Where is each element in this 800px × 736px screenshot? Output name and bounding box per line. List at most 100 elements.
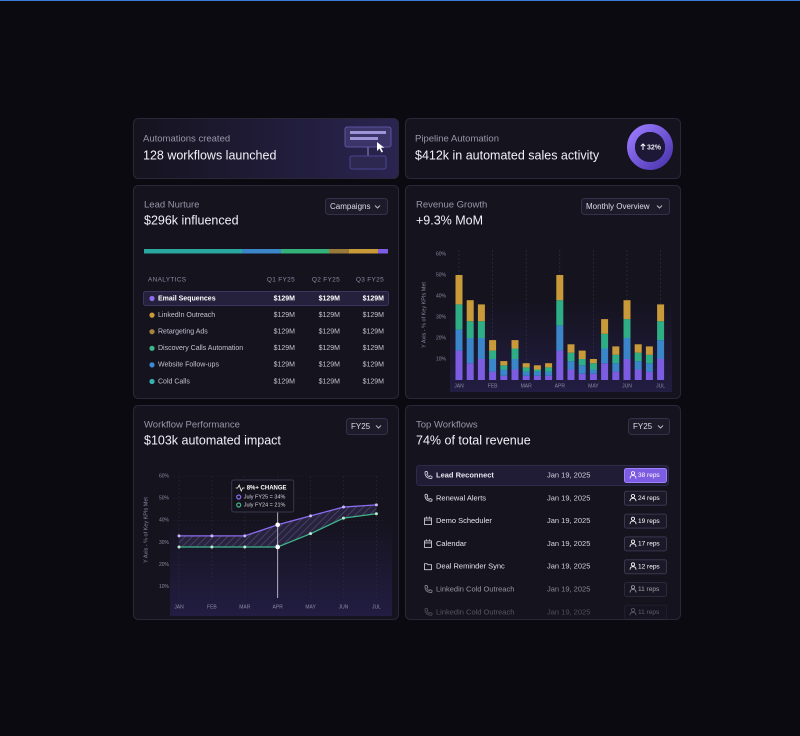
hover-point xyxy=(275,522,281,528)
row-value: $129M xyxy=(319,329,341,336)
bar-segment xyxy=(556,350,564,380)
y-tick-label: 30% xyxy=(436,314,447,320)
bar-segment xyxy=(578,359,586,366)
point xyxy=(210,545,214,549)
bar-segment xyxy=(545,367,553,372)
row-icon xyxy=(424,563,432,571)
bar-segment xyxy=(500,369,508,376)
row-value: $129M xyxy=(319,362,341,369)
person-icon xyxy=(629,471,637,479)
row-value: $129M xyxy=(363,329,385,336)
row-icon xyxy=(424,516,432,526)
workflow-name: Deal Reminder Sync xyxy=(436,562,505,571)
workflow-row[interactable]: Calendar Jan 19, 2025 17 reps xyxy=(424,536,667,552)
bar-segment xyxy=(489,371,497,380)
dropdown[interactable] xyxy=(628,418,670,435)
dropdown-label[interactable]: FY25 xyxy=(633,422,653,431)
reps-badge xyxy=(624,513,667,529)
bar-segment xyxy=(466,300,474,322)
bar-segment xyxy=(511,348,519,359)
point xyxy=(374,512,378,516)
x-tick-label: JAN xyxy=(454,383,464,389)
bar-segment xyxy=(533,365,541,370)
dropdown-label[interactable]: Campaigns xyxy=(330,202,370,211)
bar-segment xyxy=(601,348,609,364)
table-header: Q1 FY25 xyxy=(267,277,295,284)
legend-dot xyxy=(149,378,155,385)
workflow-name: Calendar xyxy=(436,539,467,548)
bar-segment xyxy=(612,363,620,372)
workflow-row[interactable]: Renewal Alerts Jan 19, 2025 24 reps xyxy=(424,490,667,506)
row-value: $129M xyxy=(319,378,341,385)
bar-segment xyxy=(489,340,497,351)
row-icon xyxy=(424,471,433,479)
y-tick-label: 40% xyxy=(436,293,447,299)
card xyxy=(405,405,681,620)
workflow-row[interactable]: Lead Reconnect Jan 19, 2025 38 reps xyxy=(424,468,667,483)
reps-badge xyxy=(624,468,667,483)
illustration xyxy=(344,126,392,170)
card-label: Lead Nurture xyxy=(144,200,199,211)
x-tick-label: JUN xyxy=(339,604,349,610)
dropdown-label[interactable]: FY25 xyxy=(351,422,371,431)
bar-segment xyxy=(489,350,497,359)
y-tick-label: 30% xyxy=(159,540,170,546)
legend-dot xyxy=(149,295,155,302)
reps-badge xyxy=(624,604,667,620)
bar-segment xyxy=(522,375,530,380)
point xyxy=(177,534,181,538)
workflow-date: Jan 19, 2025 xyxy=(547,607,590,616)
reps-label: 38 reps xyxy=(638,472,660,479)
dropdown[interactable] xyxy=(581,198,670,215)
row-value: $129M xyxy=(274,362,296,369)
bar-segment xyxy=(556,325,564,351)
table-header: Q3 FY25 xyxy=(356,277,384,284)
dropdown-label[interactable]: Monthly Overview xyxy=(586,202,650,211)
bar-segment xyxy=(545,371,553,376)
person-icon xyxy=(629,562,637,570)
row-name: Cold Calls xyxy=(158,378,190,385)
x-tick-label: FEB xyxy=(488,383,498,389)
row-highlight xyxy=(416,465,669,486)
y-tick-label: 50% xyxy=(159,496,170,502)
workflow-row[interactable]: Linkedin Cold Outreach Jan 19, 2025 11 rep… xyxy=(424,582,667,597)
row-value: $129M xyxy=(319,345,341,352)
dropdown[interactable] xyxy=(346,418,388,435)
bar-segment xyxy=(533,371,541,376)
workflow-name: Renewal Alerts xyxy=(436,493,486,502)
workflow-row[interactable]: Deal Reminder Sync Jan 19, 2025 12 reps xyxy=(424,559,667,575)
bar-segment xyxy=(545,375,553,380)
workflow-date: Jan 19, 2025 xyxy=(547,516,590,525)
tooltip-line: July FY25 = 34% xyxy=(244,494,286,500)
x-tick-label: JUL xyxy=(656,383,665,389)
bar-segment xyxy=(477,359,485,380)
point xyxy=(177,545,181,549)
row-value: $129M xyxy=(319,295,341,302)
x-tick-label: JUL xyxy=(372,604,381,610)
bar-segment xyxy=(657,359,665,380)
bar-segment xyxy=(567,369,575,380)
hover-point xyxy=(275,544,281,550)
y-tick-label: 60% xyxy=(159,473,170,479)
reps-label: 17 reps xyxy=(638,541,660,548)
row-name: Email Sequences xyxy=(158,295,216,302)
bar-segment xyxy=(657,340,665,359)
bar-segment xyxy=(601,319,609,334)
bar-segment xyxy=(511,359,519,370)
person-icon xyxy=(629,608,637,616)
tooltip xyxy=(231,479,295,513)
bar-segment xyxy=(567,361,575,370)
workflow-row[interactable]: Linkedin Cold Outreach Jan 19, 2025 11 rep… xyxy=(424,604,667,620)
row-name: Website Follow-ups xyxy=(158,362,219,369)
x-tick-label: MAY xyxy=(588,383,599,389)
workflow-row[interactable]: Demo Scheduler Jan 19, 2025 19 reps xyxy=(424,513,667,529)
person-icon xyxy=(629,494,637,502)
y-tick-label: 60% xyxy=(436,251,447,257)
reps-badge xyxy=(624,559,667,575)
point xyxy=(374,503,378,507)
bar-segment xyxy=(623,319,631,338)
reps-label: 11 reps xyxy=(638,586,660,593)
bar-segment xyxy=(466,363,474,380)
bar-segment xyxy=(567,352,575,362)
dropdown[interactable] xyxy=(325,198,388,215)
